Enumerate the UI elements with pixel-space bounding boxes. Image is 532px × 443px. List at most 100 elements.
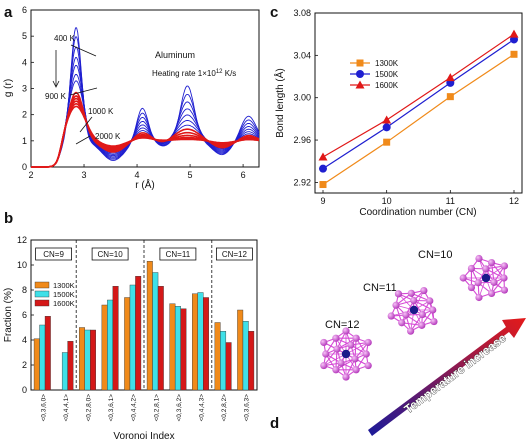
panel-a-ytick-label: 5 [22,31,27,41]
panel-b-category-label: <0,3,6,1> [108,394,115,422]
panel-b-bar [107,299,114,391]
panel-b-bar [61,352,68,391]
panel-b-bar [180,308,187,391]
panel-b-groups: CN=9 CN=10 CN=11 CN=12 [35,240,253,390]
panel-b-bar [101,304,108,391]
panel-a-ytick-label: 6 [22,5,27,15]
cluster-atom [333,345,341,353]
panel-b-legend-swatch [34,290,50,298]
panel-b-group-box [159,247,197,261]
cluster-atom [418,310,426,319]
panel-b-bar [157,286,164,391]
panel-c-point [319,164,327,173]
panel-b-ytick-label: 12 [17,235,27,245]
cluster-atom [459,274,467,282]
panel-c-legend-label: 1600K [375,81,399,90]
panel-b-group-label: CN=11 [166,250,191,259]
panel-b-ytick-label: 0 [22,385,27,395]
panel-c-ytick-label: 2.92 [293,177,311,187]
panel-b-category-label: <0,4,4,2> [131,394,138,422]
temperature-arrow [368,318,526,436]
panel-b-ytick-label: 10 [17,260,27,270]
panel-c-point [509,29,519,38]
panel-b-bar [203,297,209,391]
cluster-atom [429,306,437,314]
panel-a-ytick-label: 4 [22,57,27,67]
cluster-atom [347,341,355,349]
cluster-atom [474,279,482,287]
panel-b: b 0 2 4 6 8 10 12 CN=9 CN=10 CN=11 CN=12 1300K150… [3,210,258,442]
panel-b-category-label: <0,4,4,1> [63,394,70,422]
panel-a-ytick-label: 2 [22,110,27,120]
panel-a-xtick-label: 2 [28,170,33,180]
cluster-atom [418,321,426,329]
panel-c-ytick-label: 2.96 [293,135,311,145]
cluster-cn11 [387,286,438,335]
cluster-atom [467,283,476,292]
panel-a-blue-curve [31,80,260,168]
panel-c-legend-marker [355,80,365,89]
panel-c-xtick-label: 10 [382,196,392,206]
cluster-atom [500,262,509,270]
panel-b-category-label: <0,2,8,1> [153,394,160,422]
panel-c-point [510,50,518,58]
panel-b-letter: b [4,210,13,227]
panel-a-ytick-label: 3 [22,84,27,94]
panel-b-legend-swatch [34,299,50,307]
panel-a-subtitle-unit: K/s [223,69,237,78]
cluster-atom [342,373,350,381]
cluster-bond [336,337,357,350]
panel-b-group-label: CN=10 [98,250,124,259]
panel-a-ylabel: g (r) [3,79,14,97]
panel-a-xlabel: r (Å) [135,178,154,191]
cluster-atom [351,355,359,363]
panel-b-bar [248,331,255,391]
panel-a-subtitle-main: Heating rate 1×10 [152,69,216,78]
panel-b-bar [44,316,51,391]
cluster-atom [320,361,328,370]
panel-b-bar [152,272,159,391]
panel-b-bar [197,292,204,391]
cluster-cn12 [320,327,372,381]
cluster-atom [487,258,496,267]
panel-b-bar [112,286,119,391]
panel-b-bar [84,329,91,391]
cluster-atom [430,317,438,326]
cluster-center-atom [341,349,351,359]
panel-b-category-label: <0,2,8,2> [221,394,228,422]
panel-c-ylabel: Bond length (Å) [273,68,286,138]
panel-b-bar [225,342,232,391]
panel-b-bar [39,324,46,391]
panel-c-point [382,123,391,132]
panel-c-legend-marker [356,59,364,67]
cluster-atom [322,350,330,358]
cluster-cn10 [459,254,509,302]
panel-b-group-box [215,247,253,261]
panel-c-xtick-label: 12 [509,196,519,206]
panel-c-legend-label: 1500K [375,70,399,79]
cluster-atom [487,289,496,298]
cluster-label-cn11: CN=11 [363,282,397,294]
panel-c-xtick-label: 9 [320,196,325,206]
panel-b-ytick-label: 8 [22,285,27,295]
panel-c-xlabel: Coordination number (CN) [359,207,476,218]
panel-b-ytick-label: 2 [22,360,27,370]
cluster-atom [467,264,476,273]
panel-b-bar [79,327,85,391]
annotation-2000k: 2000 K [95,132,121,141]
temperature-arrow-label: Temperature increase [401,331,509,417]
panel-a-xtick-label: 4 [135,170,140,180]
panel-c-ticks: 9 10 11 12 2.92 2.96 3.00 3.04 3.08 [293,8,519,206]
panel-c-legend-marker [356,70,364,78]
panel-b-legend-swatch [34,281,50,289]
panel-a-blue-curve [31,64,260,168]
panel-a-red-curve [31,105,260,168]
panel-c-point [445,73,455,82]
cluster-atom [500,274,508,282]
panel-a-subtitle-exp: 12 [216,69,223,75]
cluster-label-cn12: CN=12 [325,319,360,331]
panel-b-category-label: <0,3,6,0> [40,394,47,422]
